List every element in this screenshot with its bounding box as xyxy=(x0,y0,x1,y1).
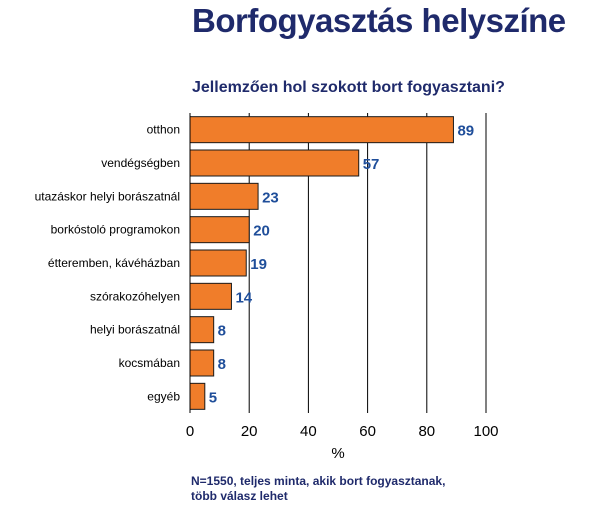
axes: 0 20 40 60 80 100 otthon 89 vendégségben 57 utazás… xyxy=(35,113,499,440)
data-label: 20 xyxy=(253,223,270,240)
bar xyxy=(189,282,232,310)
data-label: 8 xyxy=(218,356,226,373)
category-label: kocsmában xyxy=(119,356,180,370)
category-label: utazáskor helyi borászatnál xyxy=(35,189,180,203)
x-tick-label: 80 xyxy=(418,423,435,440)
page-title: Borfogyasztás helyszíne xyxy=(192,2,566,39)
category-label: szórakozóhelyen xyxy=(90,289,180,303)
bar-chart: 0 20 40 60 80 100 otthon 89 vendégségben 57 utazás… xyxy=(35,113,499,462)
data-label: 57 xyxy=(363,156,380,173)
footnote: N=1550, teljes minta, akik bort fogyaszt… xyxy=(191,474,445,504)
bar xyxy=(189,349,215,377)
bars xyxy=(189,116,454,410)
category-label: borkóstoló programokon xyxy=(51,223,180,237)
category-label: vendégségben xyxy=(101,156,180,170)
data-label: 8 xyxy=(218,323,226,340)
x-tick-label: 60 xyxy=(359,423,376,440)
bar xyxy=(189,249,247,277)
x-tick-label: 40 xyxy=(300,423,317,440)
category-label: helyi borászatnál xyxy=(90,323,180,337)
bar xyxy=(189,149,360,177)
category-label: otthon xyxy=(147,123,180,137)
data-label: 5 xyxy=(209,389,217,406)
category-label: egyéb xyxy=(147,389,180,403)
footnote-line-2: több válasz lehet xyxy=(191,489,288,503)
data-label: 14 xyxy=(235,289,252,306)
x-tick-label: 0 xyxy=(186,423,194,440)
bar xyxy=(189,382,206,410)
data-label: 23 xyxy=(262,189,279,206)
bar xyxy=(189,216,250,244)
x-tick-label: 20 xyxy=(241,423,258,440)
category-label: étteremben, kávéházban xyxy=(48,256,180,270)
bar xyxy=(189,182,259,210)
data-label: 89 xyxy=(457,123,474,140)
data-label: 19 xyxy=(250,256,267,273)
footnote-line-1: N=1550, teljes minta, akik bort fogyaszt… xyxy=(191,474,446,488)
bar xyxy=(189,316,215,344)
x-axis-title: % xyxy=(331,445,344,462)
chart-subtitle: Jellemzően hol szokott bort fogyasztani? xyxy=(192,79,505,96)
bar xyxy=(189,116,454,144)
x-tick-label: 100 xyxy=(473,423,498,440)
